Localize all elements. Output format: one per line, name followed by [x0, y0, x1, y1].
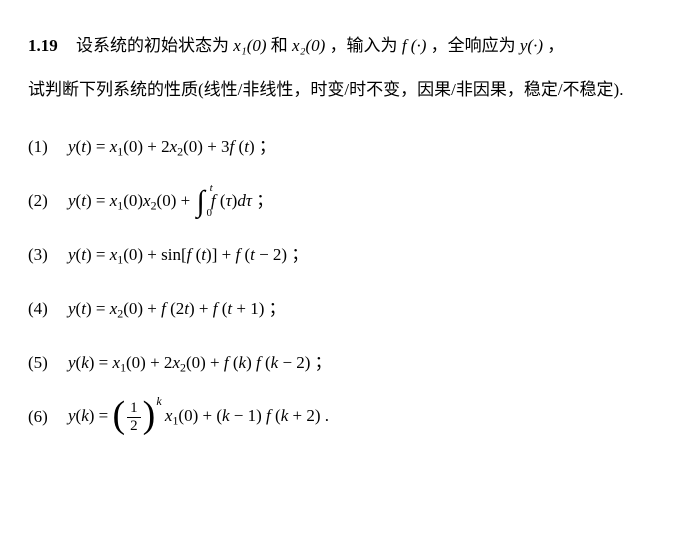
- intro-text-4: ，全响应为: [431, 36, 516, 55]
- state-x1: x₁(0): [233, 36, 266, 55]
- item-expression: y(t) = x1(0) + 2x2(0) + 3f (t) ；: [68, 127, 276, 166]
- item-number: (4): [28, 289, 68, 328]
- item-row: (6)y(k) = (12)k x1(0) + (k − 1) f (k + 2…: [28, 396, 659, 436]
- output-fn: y(·): [520, 36, 543, 55]
- state-x2: x₂(0): [292, 36, 325, 55]
- intro-text-3: ，输入为: [330, 36, 398, 55]
- intro-text-1: 设系统的初始状态为: [76, 36, 229, 55]
- problem-number: 1.19: [28, 36, 58, 55]
- item-row: (5)y(k) = x1(0) + 2x2(0) + f (k) f (k − …: [28, 342, 659, 382]
- item-row: (4)y(t) = x2(0) + f (2t) + f (t + 1) ；: [28, 288, 659, 328]
- intro-text-6: 试判断下列系统的性质(线性/非线性，时变/时不变，因果/非因果，稳定/不稳定).: [28, 80, 623, 99]
- item-row: (1)y(t) = x1(0) + 2x2(0) + 3f (t) ；: [28, 126, 659, 166]
- item-expression: y(k) = (12)k x1(0) + (k − 1) f (k + 2) .: [68, 396, 329, 436]
- item-expression: y(t) = x2(0) + f (2t) + f (t + 1) ；: [68, 289, 286, 328]
- item-row: (3)y(t) = x1(0) + sin[f (t)] + f (t − 2)…: [28, 234, 659, 274]
- input-fn: f (·): [402, 36, 427, 55]
- problem-intro: 1.19 设系统的初始状态为 x₁(0) 和 x₂(0) ，输入为 f (·) …: [28, 24, 659, 112]
- item-expression: y(k) = x1(0) + 2x2(0) + f (k) f (k − 2) …: [68, 343, 332, 382]
- item-number: (5): [28, 343, 68, 382]
- item-number: (6): [28, 397, 68, 436]
- items-list: (1)y(t) = x1(0) + 2x2(0) + 3f (t) ；(2)y(…: [28, 126, 659, 436]
- item-number: (3): [28, 235, 68, 274]
- item-expression: y(t) = x1(0) + sin[f (t)] + f (t − 2) ；: [68, 235, 308, 274]
- item-number: (1): [28, 127, 68, 166]
- item-expression: y(t) = x1(0)x2(0) + ∫t0 f (τ)dτ ；: [68, 181, 273, 220]
- intro-text-5: ，: [547, 36, 564, 55]
- item-row: (2)y(t) = x1(0)x2(0) + ∫t0 f (τ)dτ ；: [28, 180, 659, 220]
- intro-text-2: 和: [271, 36, 288, 55]
- item-number: (2): [28, 181, 68, 220]
